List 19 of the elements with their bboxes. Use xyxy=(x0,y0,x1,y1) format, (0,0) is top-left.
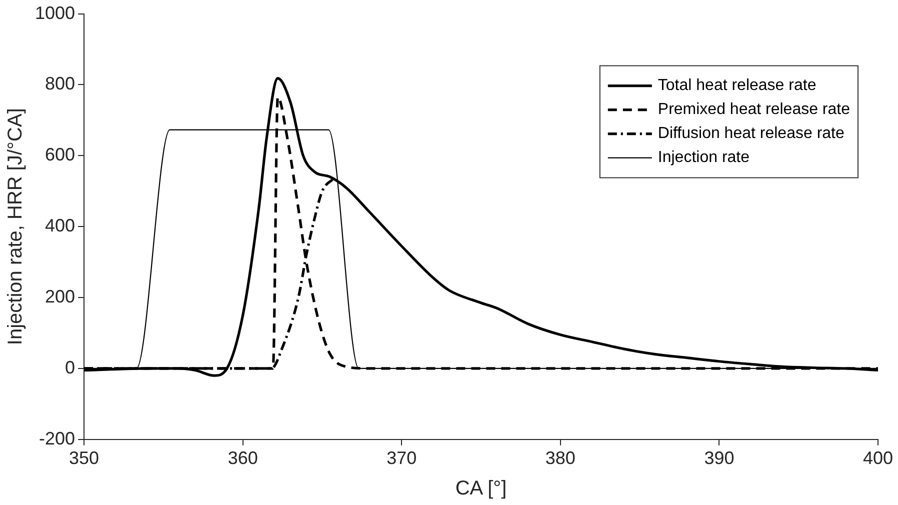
y-tick-label: 1000 xyxy=(34,2,76,23)
y-tick-label: 200 xyxy=(44,286,76,306)
y-tick-label: 600 xyxy=(44,144,76,165)
legend-label: Injection rate xyxy=(658,149,750,166)
y-tick-label: 0 xyxy=(65,357,76,378)
legend-label: Premixed heat release rate xyxy=(658,101,850,118)
x-tick-label: 350 xyxy=(69,448,100,468)
x-tick-label: 380 xyxy=(545,448,576,468)
legend-label: Diffusion heat release rate xyxy=(658,125,844,142)
y-tick-label: 400 xyxy=(44,216,76,236)
x-tick-label: 370 xyxy=(386,448,417,468)
legend-label: Total heat release rate xyxy=(658,77,816,94)
x-tick-label: 400 xyxy=(862,448,894,468)
x-tick-label: 360 xyxy=(228,448,258,468)
y-axis-title: Injection rate, HRR [J/°CA] xyxy=(4,108,27,346)
y-tick-label: -200 xyxy=(39,428,76,448)
y-tick-label: 800 xyxy=(44,74,76,94)
x-axis-title: CA [°] xyxy=(455,478,507,500)
x-tick-label: 390 xyxy=(704,448,734,468)
